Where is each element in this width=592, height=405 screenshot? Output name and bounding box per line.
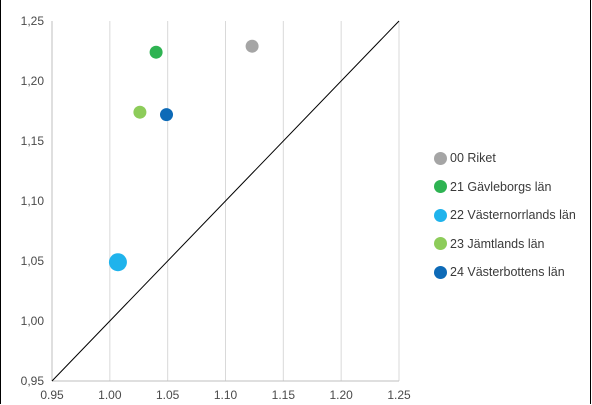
axes: [51, 21, 399, 382]
reference-line-group: [51, 20, 400, 382]
y-tick-label: 1,00: [21, 314, 45, 328]
legend-item: 00 Riket: [434, 144, 576, 173]
x-tick-label: 1.05: [156, 388, 180, 402]
x-tick-label: 1.00: [98, 388, 122, 402]
grid-lines: [109, 21, 400, 381]
data-points: [108, 39, 259, 272]
data-point: [133, 105, 147, 119]
y-axis-ticks: 0,95 1,00 1,05 1,10 1,15 1,20 1,25: [21, 14, 45, 388]
y-tick-label: 1,25: [21, 14, 45, 28]
y-tick-label: 1,05: [21, 254, 45, 268]
y-tick-label: 0,95: [21, 374, 45, 388]
x-tick-label: 1.20: [329, 388, 353, 402]
legend-label: 21 Gävleborgs län: [450, 179, 552, 194]
legend: 00 Riket 21 Gävleborgs län 22 Västernorrla…: [434, 144, 576, 287]
x-tick-label: 0.95: [40, 388, 64, 402]
y-tick-label: 1,15: [21, 134, 45, 148]
legend-item: 22 Västernorrlands län: [434, 201, 576, 230]
data-point: [160, 108, 174, 122]
data-point: [149, 45, 163, 59]
data-point: [245, 39, 259, 53]
legend-label: 00 Riket: [450, 151, 496, 166]
legend-label: 22 Västernorrlands län: [450, 208, 576, 223]
legend-swatch: [434, 265, 447, 279]
x-axis-ticks: 0.95 1.00 1.05 1.10 1.15 1.20 1.25: [40, 388, 411, 402]
reference-line: [51, 20, 400, 382]
legend-item: 23 Jämtlands län: [434, 230, 576, 259]
legend-label: 24 Västerbottens län: [450, 265, 565, 280]
legend-swatch: [434, 237, 447, 251]
legend-item: 21 Gävleborgs län: [434, 173, 576, 202]
legend-swatch: [434, 208, 447, 222]
legend-swatch: [434, 180, 447, 194]
legend-item: 24 Västerbottens län: [434, 258, 576, 287]
legend-label: 23 Jämtlands län: [450, 236, 545, 251]
x-tick-label: 1.10: [214, 388, 238, 402]
legend-swatch: [434, 151, 447, 165]
data-point: [108, 253, 127, 272]
y-tick-label: 1,20: [21, 74, 45, 88]
x-tick-label: 1.25: [387, 388, 411, 402]
y-tick-label: 1,10: [21, 194, 45, 208]
x-tick-label: 1.15: [272, 388, 296, 402]
